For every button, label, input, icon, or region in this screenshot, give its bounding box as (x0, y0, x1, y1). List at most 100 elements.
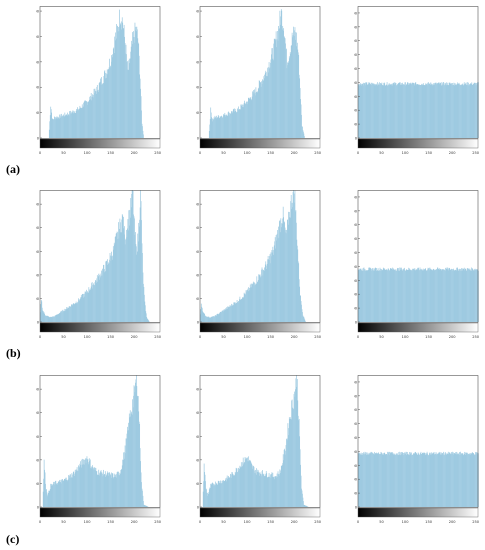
y-tick-label: 1500 (36, 435, 40, 439)
histogram-bar (278, 474, 279, 507)
histogram-bar (440, 83, 442, 138)
histogram-bar (208, 316, 210, 322)
histogram-bar (452, 453, 454, 507)
histogram-bar (224, 480, 226, 507)
histogram-bar (261, 81, 262, 138)
histogram-bar (295, 39, 297, 138)
y-tick-label: 1200 (354, 237, 358, 241)
histogram-chart-a-processed: 05001000150020002500050100150200250 (190, 6, 322, 155)
histogram-bar (245, 104, 246, 138)
histogram-bar (449, 267, 451, 322)
histogram-bar (224, 309, 225, 322)
histogram-bar (413, 453, 414, 507)
histogram-bar (106, 264, 108, 322)
histogram-bar (230, 113, 232, 138)
histogram-bar (226, 116, 228, 138)
histogram-bar (106, 73, 108, 138)
histogram-bar (143, 504, 145, 507)
y-tick-label: 0 (37, 506, 40, 510)
histogram-bar (426, 83, 427, 138)
histogram-bar (263, 76, 265, 138)
histogram-bar (377, 268, 379, 322)
histogram-bar (429, 453, 431, 507)
histogram-bar (92, 288, 93, 322)
histogram-bar (383, 452, 385, 507)
histogram-bar (388, 452, 389, 507)
histogram-bar (122, 460, 124, 507)
histogram-bar (388, 84, 389, 138)
histogram-bar (254, 472, 255, 507)
histogram-bar (234, 475, 236, 507)
histogram-bar (213, 485, 214, 507)
histogram-bar (268, 62, 270, 138)
histogram-bar (290, 45, 292, 138)
histogram-bar (242, 297, 244, 322)
histogram-bar (229, 305, 231, 322)
histogram-bar (208, 489, 210, 507)
histogram-bar (272, 476, 273, 507)
histogram-bar (454, 453, 455, 507)
histogram-bar (360, 452, 362, 507)
y-tick-label: 1600 (354, 25, 358, 29)
histogram-bar (456, 268, 458, 322)
histogram-bar (366, 454, 368, 507)
histogram-bar (414, 85, 416, 138)
histogram-bar (409, 83, 411, 138)
histogram-bar (412, 82, 414, 138)
histogram-bar (208, 130, 210, 138)
histogram-bar (259, 82, 261, 138)
histogram-bar (260, 276, 262, 322)
histogram-bar (438, 452, 440, 507)
histogram-bar (73, 304, 75, 322)
histogram-bar (140, 88, 141, 138)
histogram-bar (268, 473, 270, 507)
histogram-bar (264, 475, 266, 507)
histogram-bar (282, 206, 284, 322)
histogram-bar (253, 90, 254, 138)
histogram-bar (128, 210, 130, 322)
histogram-bar (293, 193, 295, 322)
histogram-bar (446, 453, 448, 507)
histogram-bar (434, 270, 436, 322)
histogram-bar (446, 82, 447, 138)
histogram-bar (367, 453, 369, 507)
histogram-bar (472, 452, 474, 507)
histogram-bar (393, 453, 395, 507)
histogram-bar (201, 306, 203, 322)
histogram-bar (434, 269, 435, 322)
histogram-bar (418, 84, 419, 138)
histogram-bar (366, 270, 368, 322)
histogram-bar (400, 452, 402, 507)
histogram-bar (52, 483, 54, 507)
histogram-bar (286, 229, 288, 322)
histogram-bar (64, 112, 66, 138)
histogram-bar (397, 84, 398, 138)
histogram-bar (290, 418, 292, 507)
histogram-bar (115, 236, 117, 322)
histogram-bar (413, 268, 415, 322)
histogram-bar (124, 226, 125, 322)
histogram-bar (466, 452, 467, 507)
histogram-bar (391, 269, 393, 322)
histogram-bar (396, 270, 397, 322)
histogram-bar (259, 472, 261, 507)
histogram-bar (397, 455, 399, 507)
histogram-bar (119, 218, 121, 322)
histogram-bar (246, 101, 247, 138)
histogram-bar (423, 268, 425, 322)
histogram-bar (251, 284, 253, 322)
histogram-bar (128, 225, 130, 322)
histogram-bar (66, 115, 68, 138)
histogram-bar (276, 39, 278, 138)
histogram-bar (461, 270, 463, 322)
histogram-bar (244, 294, 245, 322)
histogram-bar (210, 483, 212, 507)
histogram-bar (468, 454, 469, 507)
histogram-bar (389, 85, 391, 138)
histogram-bar (429, 83, 430, 138)
histogram-bar (214, 115, 216, 138)
histogram-bar (98, 273, 100, 322)
histogram-bar (56, 483, 58, 507)
histogram-bar (364, 82, 366, 138)
histogram-bar (236, 468, 237, 507)
